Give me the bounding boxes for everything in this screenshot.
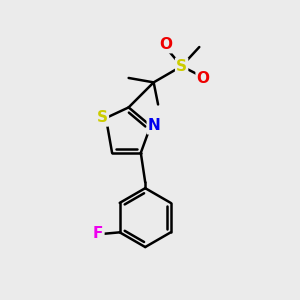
Text: S: S bbox=[97, 110, 108, 125]
Text: N: N bbox=[148, 118, 161, 134]
Text: O: O bbox=[159, 37, 172, 52]
Text: O: O bbox=[196, 71, 210, 86]
Text: S: S bbox=[176, 59, 187, 74]
Text: F: F bbox=[93, 226, 104, 241]
